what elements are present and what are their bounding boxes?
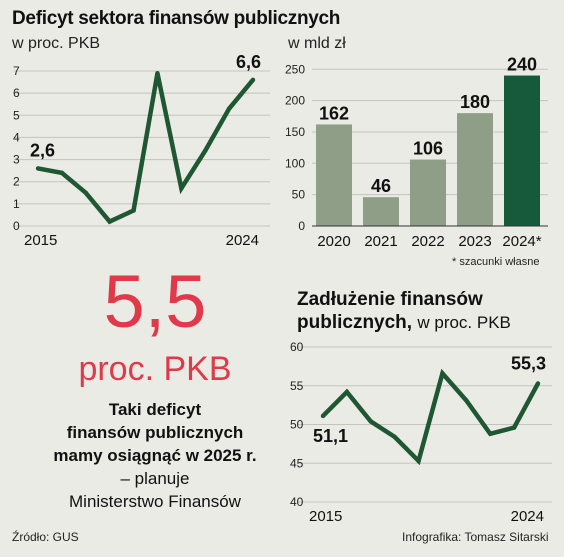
y-tick-label: 6 [13,86,20,100]
bar [504,75,540,227]
data-point [250,77,256,83]
y-tick-label: 3 [13,153,20,167]
deficit-bar-chart: 0 50 100 150 200 250 162 2020 46 2021 106 2022 180 20… [285,55,548,250]
credit-text: Infografika: Tomasz Sitarski [402,530,549,544]
headline-desc-line: mamy osiągnąć w 2025 r. [53,446,257,465]
bar [410,159,446,226]
y-tick-label: 0 [298,219,305,233]
x-tick-label: 2015 [309,508,342,525]
chart2-subtitle: w mld zł [288,35,346,52]
data-label: 55,3 [511,353,546,373]
deficit-line-chart: 0 1 2 3 4 5 6 7 2015 2024 2,6 6,6 [13,52,270,249]
headline-desc-line: finansów publicznych [66,423,244,442]
bar-value-label: 240 [507,55,537,75]
y-tick-label: 50 [292,188,306,202]
data-point [131,208,136,213]
bar [457,113,493,226]
data-point [344,389,350,395]
x-tick-label: 2024* [502,233,541,250]
y-tick-label: 45 [290,456,304,470]
bar-chart-footnote: * szacunki własne [452,256,540,268]
data-point [320,413,326,419]
data-label: 6,6 [236,52,261,72]
data-point [107,219,112,224]
data-point [226,106,232,111]
bar [363,197,399,226]
data-point [511,425,517,430]
data-point [368,419,373,424]
data-point [488,431,493,436]
x-tick-label: 2015 [24,232,57,249]
y-tick-label: 1 [13,197,20,211]
data-point [535,381,541,386]
y-tick-label: 0 [13,219,20,233]
data-point [59,170,65,176]
y-tick-label: 150 [285,125,305,139]
headline-desc-line: Ministerstwo Finansów [69,492,241,511]
series-line [37,72,255,225]
y-tick-label: 100 [285,156,305,170]
data-point [464,398,469,403]
y-tick-label: 5 [13,108,20,122]
bar-value-label: 180 [460,92,490,112]
y-tick-label: 60 [290,340,304,354]
y-tick-label: 40 [290,495,304,509]
y-tick-label: 250 [285,62,305,76]
x-tick-label: 2024 [511,508,544,525]
bar-value-label: 106 [413,139,443,159]
bar-value-label: 162 [319,103,349,123]
headline-number: 5,5 [103,260,207,343]
chart3-title-text: Zadłużenie finansów [297,289,483,310]
data-point [440,371,445,376]
bar-value-label: 46 [371,176,391,196]
headline-desc-line: – planuje [120,469,190,488]
y-tick-label: 50 [290,418,304,432]
headline-description: Taki deficyt finansów publicznych mamy o… [30,398,280,513]
x-tick-label: 2021 [364,233,397,250]
series-line [321,368,540,466]
data-point [35,166,41,171]
y-tick-label: 55 [290,379,304,393]
data-label: 51,1 [313,426,348,446]
data-point [203,148,208,153]
chart1-title: Deficyt sektora finansów publicznych [12,8,341,29]
chart3-title-text-2: publicznych, [297,312,418,333]
y-tick-label: 2 [13,175,20,189]
data-point [179,186,184,191]
x-tick-label: 2024 [226,232,259,249]
source-text: Źródło: GUS [12,530,79,544]
data-point [392,434,397,440]
data-point [83,190,88,195]
x-tick-label: 2020 [317,233,350,250]
data-point [416,458,421,464]
chart3-title: Zadłużenie finansów publicznych, w proc.… [297,288,511,334]
headline-desc-line: Taki deficyt [108,400,202,419]
y-tick-label: 7 [13,64,20,78]
data-point [155,71,160,76]
x-tick-label: 2023 [458,233,491,250]
headline-unit: proc. PKB [78,350,232,388]
y-tick-label: 200 [285,94,305,108]
bar [316,124,352,226]
chart1-subtitle: w proc. PKB [12,35,101,52]
data-label: 2,6 [30,140,55,160]
y-tick-label: 4 [13,130,20,144]
x-tick-label: 2022 [411,233,444,250]
chart3-subtitle: w proc. PKB [417,313,511,332]
